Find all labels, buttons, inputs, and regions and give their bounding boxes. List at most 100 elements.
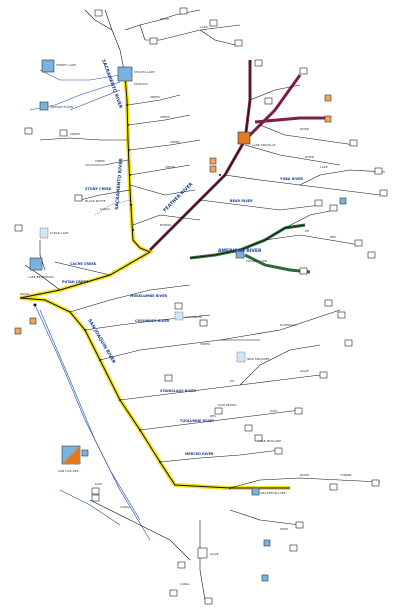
mccloud-line (139, 24, 241, 41)
gage-dot[interactable] (126, 104, 128, 106)
node-box[interactable] (74, 194, 83, 202)
node-box[interactable] (254, 59, 263, 67)
node-box[interactable] (59, 129, 68, 137)
node-box[interactable] (204, 597, 213, 605)
label-berryessa: LAKE BERRYESSA (28, 275, 55, 279)
node-box[interactable] (299, 67, 308, 75)
gage-dot[interactable] (229, 487, 231, 489)
node-box[interactable] (177, 561, 186, 569)
upper-sj-line (229, 477, 381, 489)
oroville-powerplant[interactable] (237, 131, 251, 145)
node-box[interactable] (295, 521, 304, 529)
whiskeytown-reservoir[interactable] (39, 101, 49, 111)
node-box[interactable] (344, 339, 353, 347)
node-box[interactable] (91, 494, 100, 502)
small-label: CANAL (180, 582, 190, 586)
node-box[interactable] (314, 199, 323, 207)
gage-dot[interactable] (33, 303, 37, 307)
node-box[interactable] (164, 374, 173, 382)
node-box[interactable] (294, 407, 303, 415)
node-box[interactable] (234, 39, 243, 47)
small-label: RIVER (300, 127, 309, 131)
small-label: CREEK (160, 115, 171, 119)
node-box[interactable] (199, 319, 208, 327)
berryessa-reservoir[interactable] (29, 257, 43, 271)
node-box[interactable] (244, 424, 253, 432)
label-don-pedro: DON PEDRO (218, 403, 237, 407)
clear-lake-reservoir[interactable] (39, 227, 49, 239)
label-black-butte: BLACK BUTTE (85, 199, 106, 203)
node-box[interactable] (254, 434, 263, 442)
new-melones-reservoir[interactable] (236, 351, 246, 363)
node-box[interactable] (329, 483, 338, 491)
gage-dot[interactable] (119, 399, 121, 401)
yuba-reservoir[interactable] (339, 197, 347, 205)
gage-dot[interactable] (199, 199, 201, 201)
label-yuba: YUBA RIVER (279, 177, 303, 181)
south-fork-feather (244, 144, 341, 166)
node-box[interactable] (349, 139, 358, 147)
node-box[interactable] (329, 204, 338, 212)
american-middle-fork (284, 209, 336, 229)
node-box[interactable] (289, 544, 298, 552)
node-box[interactable] (169, 589, 178, 597)
stanislaus-upper (239, 344, 321, 386)
gage-dot[interactable] (128, 149, 130, 151)
sacramento-river-line (19, 74, 152, 299)
gage-dot[interactable] (139, 429, 141, 431)
node-box[interactable] (379, 189, 388, 197)
node-box[interactable] (209, 19, 218, 27)
node-box[interactable] (337, 311, 346, 319)
node-box[interactable] (354, 239, 363, 247)
millerton-reservoir[interactable] (251, 487, 260, 496)
camanche-reservoir[interactable] (174, 311, 184, 321)
node-box[interactable] (91, 487, 100, 495)
shasta-reservoir[interactable] (117, 66, 133, 82)
small-label: RES. (330, 235, 337, 239)
feather-pp-3[interactable] (324, 115, 332, 123)
node-box[interactable] (14, 224, 23, 232)
feather-pp-2[interactable] (209, 165, 217, 173)
kings-reservoir[interactable] (261, 574, 269, 582)
trinity-reservoir[interactable] (41, 59, 55, 73)
node-box[interactable] (179, 7, 188, 15)
west-pp[interactable] (29, 317, 37, 325)
cow-creek (127, 94, 181, 106)
node-box[interactable] (24, 127, 33, 135)
node-box[interactable] (274, 447, 283, 455)
gage-dot[interactable] (127, 124, 129, 126)
node-box[interactable] (324, 299, 333, 307)
gage-dot[interactable] (129, 174, 131, 176)
node-box[interactable] (371, 479, 380, 487)
gage-dot[interactable] (219, 174, 221, 176)
node-box[interactable] (367, 251, 376, 259)
node-box[interactable] (174, 302, 183, 310)
node-box[interactable] (94, 9, 103, 17)
node-box[interactable] (197, 547, 208, 559)
node-box[interactable] (264, 97, 273, 105)
node-box[interactable] (319, 371, 328, 379)
folsom-reservoir[interactable] (235, 249, 245, 259)
gage-dot[interactable] (84, 329, 86, 331)
gage-dot[interactable] (130, 204, 132, 206)
san-luis-reservoir[interactable] (61, 445, 81, 465)
small-label: TUNNEL (339, 473, 352, 477)
pine-flat-reservoir[interactable] (263, 539, 271, 547)
west-pp-2[interactable] (14, 327, 22, 335)
node-box[interactable] (214, 407, 223, 415)
butte-creek (129, 184, 196, 196)
gage-dot[interactable] (132, 229, 134, 231)
label-american: AMERICAN RIVER (218, 248, 262, 254)
feather-pp-4[interactable] (324, 94, 332, 102)
small-label: CANAL (100, 207, 110, 211)
gage-dot[interactable] (99, 359, 101, 361)
label-folsom: FOLSOM LAKE (246, 259, 267, 263)
node-box[interactable] (299, 267, 308, 275)
gage-dot[interactable] (159, 461, 161, 463)
node-box[interactable] (149, 37, 158, 45)
feather-pp-1[interactable] (209, 157, 217, 165)
oneill-forebay[interactable] (81, 449, 89, 457)
node-box[interactable] (374, 167, 383, 175)
